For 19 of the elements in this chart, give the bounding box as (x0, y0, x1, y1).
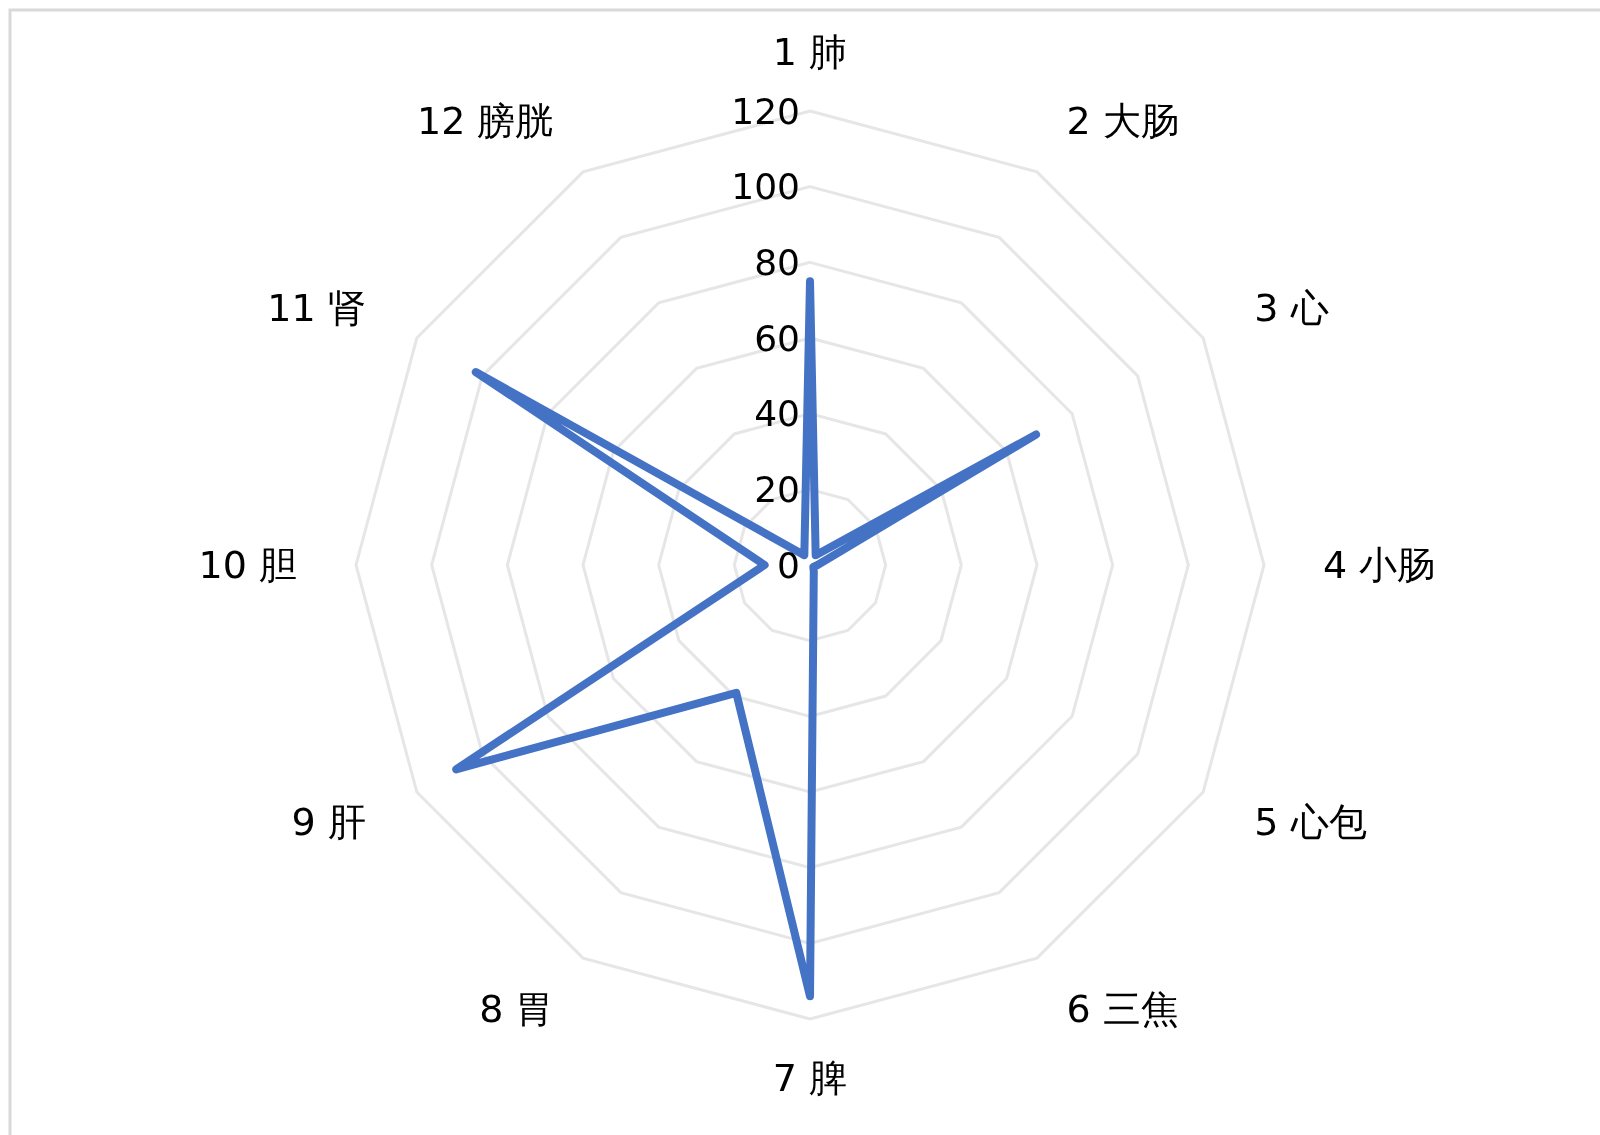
spoke-label: 3 心 (1254, 286, 1329, 331)
spoke-label: 1 肺 (772, 29, 848, 74)
spoke-label: 8 胃 (479, 987, 554, 1032)
spoke-label: 7 脾 (772, 1056, 848, 1101)
spoke-label: 12 膀胱 (417, 98, 554, 143)
y-tick-label: 100 (731, 166, 800, 208)
spoke-label: 11 肾 (267, 286, 366, 331)
y-tick-label: 80 (754, 241, 800, 283)
spoke-label: 4 小肠 (1323, 543, 1436, 587)
spoke-label: 2 大肠 (1066, 98, 1179, 143)
y-tick-label: 120 (731, 90, 800, 132)
spoke-label: 6 三焦 (1066, 987, 1179, 1032)
spoke-label: 5 心包 (1254, 799, 1367, 844)
spoke-label: 9 肝 (291, 799, 366, 844)
y-tick-label: 20 (754, 468, 800, 510)
spoke-label: 10 胆 (198, 543, 297, 587)
y-tick-label: 60 (754, 317, 800, 359)
y-tick-label: 0 (777, 544, 800, 586)
y-tick-label: 40 (754, 393, 800, 435)
